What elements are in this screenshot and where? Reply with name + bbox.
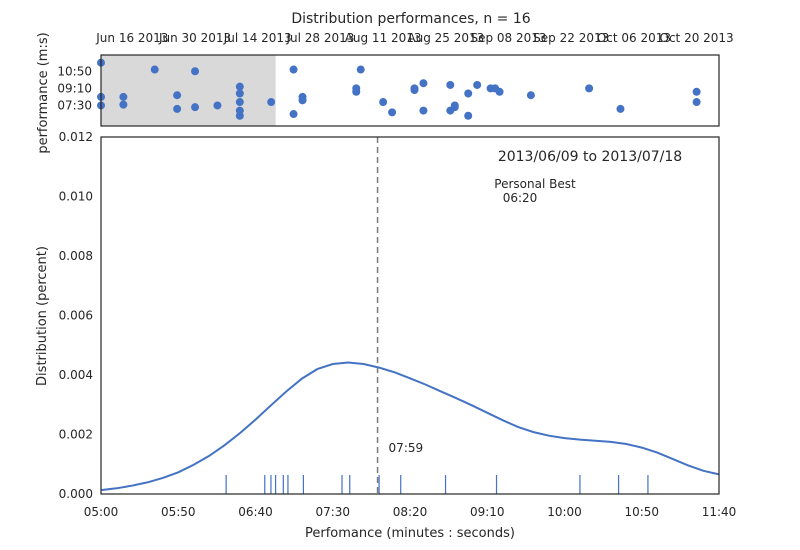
chart-title: Distribution performances, n = 16	[291, 11, 530, 27]
bottom-x-tick-label: 05:00	[84, 505, 119, 519]
scatter-point	[356, 65, 365, 74]
scatter-point	[173, 104, 182, 113]
scatter-point	[473, 80, 482, 89]
scatter-point	[191, 103, 200, 112]
scatter-point	[235, 82, 244, 91]
scatter-point	[352, 87, 361, 96]
scatter-point	[119, 100, 128, 109]
bottom-y-ticks: 0.000 0.002 0.004 0.006 0.008 0.010 0.012	[59, 130, 93, 501]
top-axes-frame	[100, 54, 720, 127]
top-y-tick-label: 10:50	[57, 64, 92, 78]
scatter-point	[446, 80, 455, 89]
scatter-point	[388, 108, 397, 117]
top-x-tick-label: Aug 11 2013	[345, 31, 422, 45]
bottom-x-ticks: 05:00 05:50 06:40 07:30 08:20 09:10 10:00 10:50…	[84, 505, 737, 519]
bottom-y-tick-label: 0.008	[59, 249, 93, 263]
scatter-point	[298, 92, 307, 101]
top-y-axis-label: performance (m:s)	[36, 32, 51, 153]
bottom-y-tick-label: 0.000	[59, 487, 93, 501]
bottom-density-panel: 05:00 05:50 06:40 07:30 08:20 09:10 10:00 10:50…	[59, 130, 737, 519]
scatter-point	[289, 110, 298, 119]
scatter-point	[464, 111, 473, 120]
scatter-point	[495, 87, 504, 96]
top-y-ticks: 10:50 09:10 07:30	[57, 64, 92, 112]
bottom-x-tick-label: 05:50	[161, 505, 196, 519]
top-x-tick-label: Jun 30 2013	[158, 31, 231, 45]
density-curve	[100, 361, 720, 492]
scatter-point	[419, 106, 428, 115]
bottom-x-tick-label: 09:10	[470, 505, 505, 519]
top-x-tick-label: Sep 22 2013	[533, 31, 609, 45]
bottom-x-tick-label: 10:00	[547, 505, 582, 519]
top-x-tick-label: Sep 08 2013	[470, 31, 546, 45]
bottom-y-tick-label: 0.002	[59, 428, 93, 442]
scatter-point	[616, 104, 625, 113]
scatter-point	[692, 87, 701, 96]
scatter-point	[379, 98, 388, 107]
average-marker-label: 07:59	[389, 441, 424, 455]
top-x-tick-label: Jul 14 2013	[223, 31, 292, 45]
bottom-y-tick-label: 0.010	[59, 190, 93, 204]
bottom-axes-frame	[100, 136, 720, 495]
scatter-point	[692, 98, 701, 107]
scatter-point	[410, 84, 419, 93]
top-x-tick-label: Jun 16 2013	[95, 31, 168, 45]
bottom-y-axis-label: Distribution (percent)	[35, 246, 50, 386]
scatter-point	[526, 91, 535, 100]
scatter-point	[213, 101, 222, 110]
bottom-y-tick-label: 0.012	[59, 130, 93, 144]
bottom-x-tick-label: 07:30	[315, 505, 350, 519]
top-y-tick-label: 07:30	[57, 98, 92, 112]
scatter-point	[235, 111, 244, 120]
bottom-x-tick-label: 11:40	[702, 505, 737, 519]
bottom-x-tick-label: 08:20	[393, 505, 428, 519]
top-x-tick-label: Oct 20 2013	[660, 31, 734, 45]
personal-best-value: 06:20	[503, 191, 538, 205]
top-x-tick-label: Oct 06 2013	[597, 31, 671, 45]
top-x-tick-label: Jul 28 2013	[285, 31, 354, 45]
date-range-label: 2013/06/09 to 2013/07/18	[498, 149, 682, 165]
bottom-y-tick-label: 0.004	[59, 368, 93, 382]
bottom-x-tick-label: 06:40	[238, 505, 273, 519]
top-x-tick-label: Aug 25 2013	[407, 31, 484, 45]
bottom-x-tick-label: 10:50	[624, 505, 659, 519]
scatter-point	[267, 98, 276, 107]
scatter-point	[585, 84, 594, 93]
scatter-point	[235, 89, 244, 98]
scatter-point	[419, 79, 428, 88]
scatter-point	[119, 92, 128, 101]
top-y-tick-label: 09:10	[57, 81, 92, 95]
scatter-point	[289, 65, 298, 74]
scatter-point	[235, 98, 244, 107]
scatter-point	[464, 89, 473, 98]
rug-marks	[225, 475, 649, 494]
scatter-point	[450, 103, 459, 112]
bottom-x-axis-label: Perfomance (minutes : seconds)	[305, 526, 515, 541]
personal-best-label: Personal Best	[494, 177, 576, 191]
scatter-point	[191, 67, 200, 76]
scatter-point	[173, 91, 182, 100]
highlight-range-shade	[101, 55, 276, 126]
top-scatter-points	[97, 58, 701, 120]
bottom-y-tick-label: 0.006	[59, 309, 93, 323]
scatter-point	[150, 65, 159, 74]
